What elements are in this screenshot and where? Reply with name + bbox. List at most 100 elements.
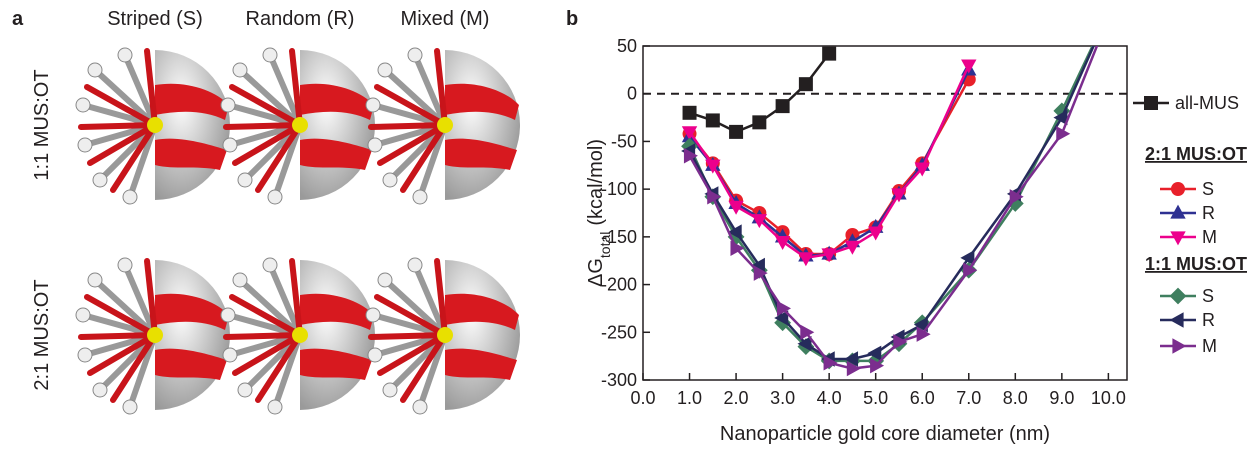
marker	[1171, 182, 1185, 196]
marker	[1170, 204, 1186, 219]
legend-label: R	[1202, 203, 1215, 223]
legend-label: S	[1202, 179, 1214, 199]
marker	[914, 162, 930, 177]
marker	[1100, 4, 1117, 21]
row-label: 2:1 MUS:OT	[31, 279, 53, 390]
marker	[891, 188, 907, 203]
marker	[1100, 5, 1114, 20]
marker	[963, 262, 978, 278]
marker	[774, 236, 791, 251]
x-tick-label: 2.0	[724, 388, 749, 408]
plot-frame	[642, 45, 1128, 381]
y-tick-label: -300	[601, 370, 637, 390]
column-label: Mixed (M)	[401, 8, 490, 30]
marker	[797, 336, 812, 352]
y-tick-label: -250	[601, 322, 637, 342]
marker	[1056, 126, 1071, 142]
plot-area	[681, 4, 1117, 377]
marker	[822, 46, 837, 61]
marker	[798, 77, 813, 92]
y-axis-label-main: ΔG	[585, 258, 607, 287]
marker	[681, 126, 698, 141]
marker	[751, 214, 768, 229]
legend-header: 1:1 MUS:OT	[1145, 254, 1247, 274]
marker	[823, 355, 838, 371]
nanoparticle-image	[366, 258, 520, 414]
legend-header: 2:1 MUS:OT	[1145, 144, 1247, 164]
x-tick-label: 9.0	[1049, 388, 1074, 408]
marker	[1172, 338, 1187, 354]
nanoparticle-image	[366, 48, 520, 204]
y-axis-label-unit: (kcal/mol)	[585, 139, 607, 226]
x-tick-label: 3.0	[770, 388, 795, 408]
marker	[1103, 10, 1117, 25]
marker	[682, 105, 697, 120]
marker	[867, 226, 884, 241]
marker	[728, 200, 744, 215]
marker	[750, 257, 765, 274]
marker	[705, 159, 721, 174]
marker	[1009, 189, 1024, 205]
marker	[961, 59, 977, 74]
x-tick-label: 10.0	[1091, 388, 1126, 408]
nanoparticle-image	[221, 48, 375, 204]
marker	[777, 300, 792, 317]
nanoparticle-image	[76, 258, 230, 414]
marker	[846, 360, 861, 377]
marker	[707, 189, 722, 205]
y-tick-label: -50	[611, 131, 637, 151]
legend-label: M	[1202, 336, 1217, 356]
y-tick-label: 50	[617, 36, 637, 56]
column-label: Striped (S)	[107, 8, 203, 30]
legend-label: M	[1202, 227, 1217, 247]
marker	[1170, 231, 1186, 246]
marker	[705, 113, 720, 128]
marker	[1169, 287, 1187, 305]
panel-label: a	[12, 8, 24, 30]
legend-label: S	[1202, 286, 1214, 306]
x-tick-label: 4.0	[817, 388, 842, 408]
marker	[774, 310, 789, 326]
x-tick-label: 1.0	[677, 388, 702, 408]
marker	[867, 345, 882, 361]
legend-label: R	[1202, 310, 1215, 330]
nanoparticle-image	[221, 258, 375, 414]
marker	[800, 324, 815, 340]
marker	[870, 357, 885, 374]
nanoparticle-image	[76, 48, 230, 204]
marker	[1053, 109, 1068, 126]
column-label: Random (R)	[246, 8, 355, 30]
marker	[821, 248, 837, 263]
marker	[1144, 96, 1158, 110]
marker	[753, 265, 768, 281]
y-tick-label: -100	[601, 179, 637, 199]
marker	[1169, 312, 1184, 328]
x-axis-label: Nanoparticle gold core diameter (nm)	[720, 423, 1050, 445]
marker	[775, 99, 790, 114]
y-axis-label: ΔGtotal (kcal/mol)	[585, 139, 613, 287]
row-label: 1:1 MUS:OT	[31, 69, 53, 180]
marker	[729, 124, 744, 139]
marker	[727, 224, 742, 240]
x-tick-label: 6.0	[910, 388, 935, 408]
x-tick-label: 7.0	[956, 388, 981, 408]
y-tick-label: -200	[601, 275, 637, 295]
marker	[752, 115, 767, 130]
x-tick-label: 5.0	[863, 388, 888, 408]
marker	[893, 334, 908, 350]
x-tick-label: 8.0	[1003, 388, 1028, 408]
marker	[916, 326, 931, 342]
marker	[798, 252, 814, 267]
y-tick-label: 0	[627, 84, 637, 104]
marker	[844, 351, 859, 367]
legend-label: all-MUS	[1175, 93, 1239, 113]
marker	[913, 316, 928, 333]
x-tick-label: 0.0	[630, 388, 655, 408]
marker	[683, 148, 698, 164]
marker	[844, 240, 861, 255]
marker	[960, 250, 975, 266]
marker	[730, 240, 745, 257]
y-axis-label-sub: total	[597, 232, 613, 258]
panel-label: b	[566, 8, 578, 30]
